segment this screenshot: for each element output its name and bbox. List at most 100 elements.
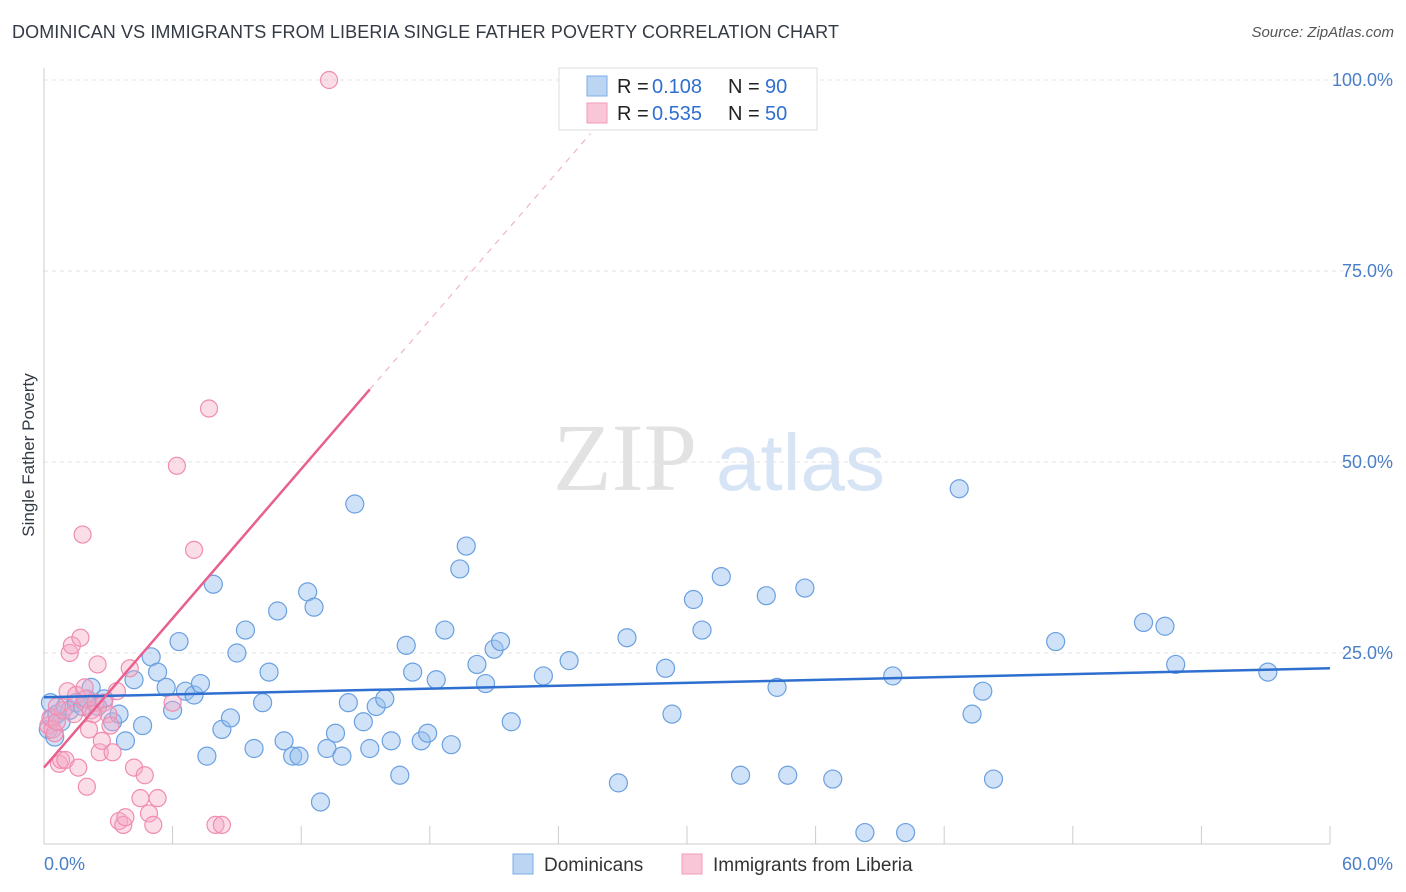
bottom-legend-swatch-dominicans xyxy=(512,853,534,875)
liberia-point-22 xyxy=(88,655,107,674)
legend-n-label-1: N = xyxy=(728,76,760,98)
dominicans-point-43 xyxy=(317,738,337,759)
x-tick-label-max: 60.0% xyxy=(1342,854,1393,874)
y-tick-label-0: 25.0% xyxy=(1342,643,1393,663)
liberia-point-45 xyxy=(319,70,339,90)
dominicans-point-30 xyxy=(220,708,241,728)
dominicans-point-41 xyxy=(304,597,324,617)
dominicans-point-59 xyxy=(435,620,455,640)
dominicans-point-85 xyxy=(896,822,916,843)
dominicans-point-39 xyxy=(289,746,309,766)
dominicans-point-16 xyxy=(115,731,136,751)
dominicans-point-61 xyxy=(450,559,470,579)
dominicans-point-46 xyxy=(338,693,358,713)
dominicans-point-27 xyxy=(197,746,217,766)
dominicans-point-35 xyxy=(259,662,279,682)
source-label: Source: ZipAtlas.com xyxy=(1251,24,1394,41)
dominicans-point-34 xyxy=(253,693,273,713)
liberia-point-48 xyxy=(47,697,66,716)
dominicans-point-86 xyxy=(949,479,969,499)
y-tick-label-1: 50.0% xyxy=(1342,452,1393,472)
liberia-point-44 xyxy=(212,815,231,835)
liberia-point-43 xyxy=(206,815,225,835)
dominicans-point-79 xyxy=(767,677,787,697)
dominicans-point-62 xyxy=(456,536,476,556)
dominicans-point-92 xyxy=(1155,616,1175,636)
legend-n-value-2: 50 xyxy=(765,103,787,125)
liberia-point-41 xyxy=(184,540,204,559)
liberia-point-31 xyxy=(116,808,135,827)
dominicans-point-60 xyxy=(441,735,461,755)
dominicans-point-87 xyxy=(962,704,982,724)
liberia-point-6 xyxy=(52,750,71,770)
liberia-point-46 xyxy=(75,678,94,697)
dominicans-point-17 xyxy=(124,670,144,690)
dominicans-point-23 xyxy=(169,631,189,652)
legend-r-label-1: R = xyxy=(617,76,649,98)
liberia-point-27 xyxy=(103,743,122,762)
dominicans-point-38 xyxy=(283,746,303,766)
liberia-point-40 xyxy=(167,456,186,475)
dominicans-point-78 xyxy=(756,586,776,606)
liberia-point-49 xyxy=(101,716,120,735)
y-tick-labels: 25.0% 50.0% 75.0% 100.0% xyxy=(1332,70,1393,663)
dominicans-point-82 xyxy=(823,769,843,789)
legend-r-value-1: 0.108 xyxy=(652,76,702,98)
liberia-trend-line xyxy=(43,388,371,769)
dominicans-point-56 xyxy=(411,731,431,751)
dominicans-point-37 xyxy=(274,731,294,751)
legend-swatch-dominicans xyxy=(586,75,608,97)
liberia-point-23 xyxy=(90,743,109,762)
dominicans-point-42 xyxy=(310,792,331,812)
dominicans-point-49 xyxy=(360,738,380,759)
bottom-legend-dominicans: Dominicans xyxy=(544,855,643,876)
legend-r-value-2: 0.535 xyxy=(652,103,702,125)
dominicans-point-83 xyxy=(855,822,875,843)
correlation-legend: R = 0.108 N = 90 R = 0.535 N = 50 xyxy=(558,67,818,131)
dominicans-point-31 xyxy=(227,643,247,663)
dominicans-point-90 xyxy=(1046,631,1066,652)
dominicans-point-64 xyxy=(475,673,496,694)
dominicans-point-28 xyxy=(203,574,223,594)
dominicans-trend-line xyxy=(43,667,1331,699)
dominicans-point-75 xyxy=(692,620,712,640)
dominicans-point-51 xyxy=(375,689,395,709)
bottom-legend-liberia: Immigrants from Liberia xyxy=(713,855,913,876)
liberia-point-24 xyxy=(92,731,111,750)
liberia-point-38 xyxy=(148,789,167,808)
dominicans-point-93 xyxy=(1166,654,1186,675)
dominicans-point-84 xyxy=(883,666,903,686)
trend-lines xyxy=(43,133,1331,769)
series-legend: Dominicans Immigrants from Liberia xyxy=(512,853,913,876)
dominicans-point-52 xyxy=(381,731,401,751)
liberia-point-34 xyxy=(131,789,150,808)
dominicans-point-73 xyxy=(662,704,682,724)
dominicans-point-65 xyxy=(484,639,504,659)
dominicans-point-89 xyxy=(983,769,1004,789)
liberia-trend-extension xyxy=(369,133,592,390)
y-axis-label: Single Father Poverty xyxy=(19,373,38,537)
dominicans-point-48 xyxy=(353,712,373,732)
legend-r-label-2: R = xyxy=(617,103,649,125)
dominicans-point-77 xyxy=(730,765,751,785)
liberia-point-36 xyxy=(139,804,159,823)
dominicans-point-18 xyxy=(132,715,153,736)
dominicans-point-68 xyxy=(533,666,553,686)
dominicans-point-55 xyxy=(403,662,423,682)
chart-title: DOMINICAN VS IMMIGRANTS FROM LIBERIA SIN… xyxy=(12,22,840,42)
liberia-point-42 xyxy=(199,399,219,418)
dominicans-point-66 xyxy=(490,631,511,652)
liberia-point-26 xyxy=(99,705,118,724)
legend-swatch-liberia xyxy=(586,102,608,124)
liberia-point-16 xyxy=(73,525,92,544)
liberia-point-47 xyxy=(84,705,103,724)
legend-n-value-1: 90 xyxy=(765,76,787,98)
liberia-point-15 xyxy=(71,628,90,647)
dominicans-point-70 xyxy=(608,773,629,793)
dominicans-point-69 xyxy=(559,651,579,671)
liberia-point-4 xyxy=(47,712,66,731)
dominicans-point-22 xyxy=(163,700,183,720)
dominicans-point-26 xyxy=(190,673,211,694)
y-tick-label-2: 75.0% xyxy=(1342,261,1393,281)
